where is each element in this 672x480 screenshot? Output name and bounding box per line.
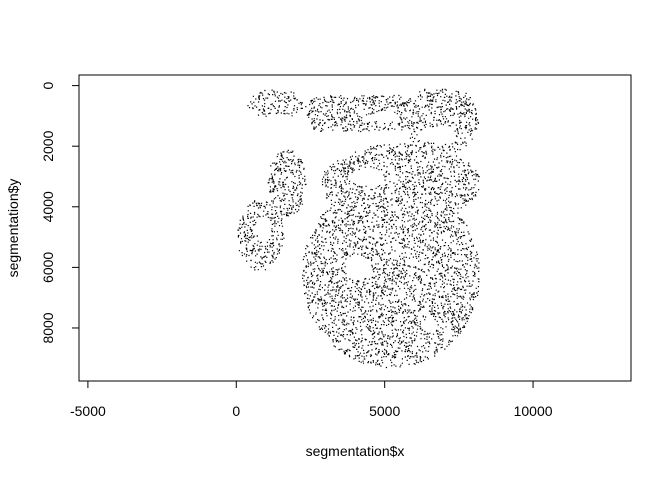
x-tick-label: -5000 — [70, 403, 106, 419]
y-tick-label: 2000 — [40, 130, 56, 161]
x-tick-label: 0 — [232, 403, 240, 419]
y-axis: 0 2000 4000 6000 8000 — [40, 82, 80, 344]
x-tick-label: 5000 — [369, 403, 400, 419]
y-axis-label: segmentation$y — [5, 179, 21, 278]
x-axis-label: segmentation$x — [306, 443, 405, 459]
y-tick-label: 8000 — [40, 312, 56, 343]
x-axis: -5000 0 5000 10000 — [70, 380, 553, 419]
x-tick-label: 10000 — [514, 403, 553, 419]
y-tick-label: 0 — [40, 82, 56, 90]
y-tick-label: 4000 — [40, 191, 56, 222]
y-tick-label: 6000 — [40, 252, 56, 283]
